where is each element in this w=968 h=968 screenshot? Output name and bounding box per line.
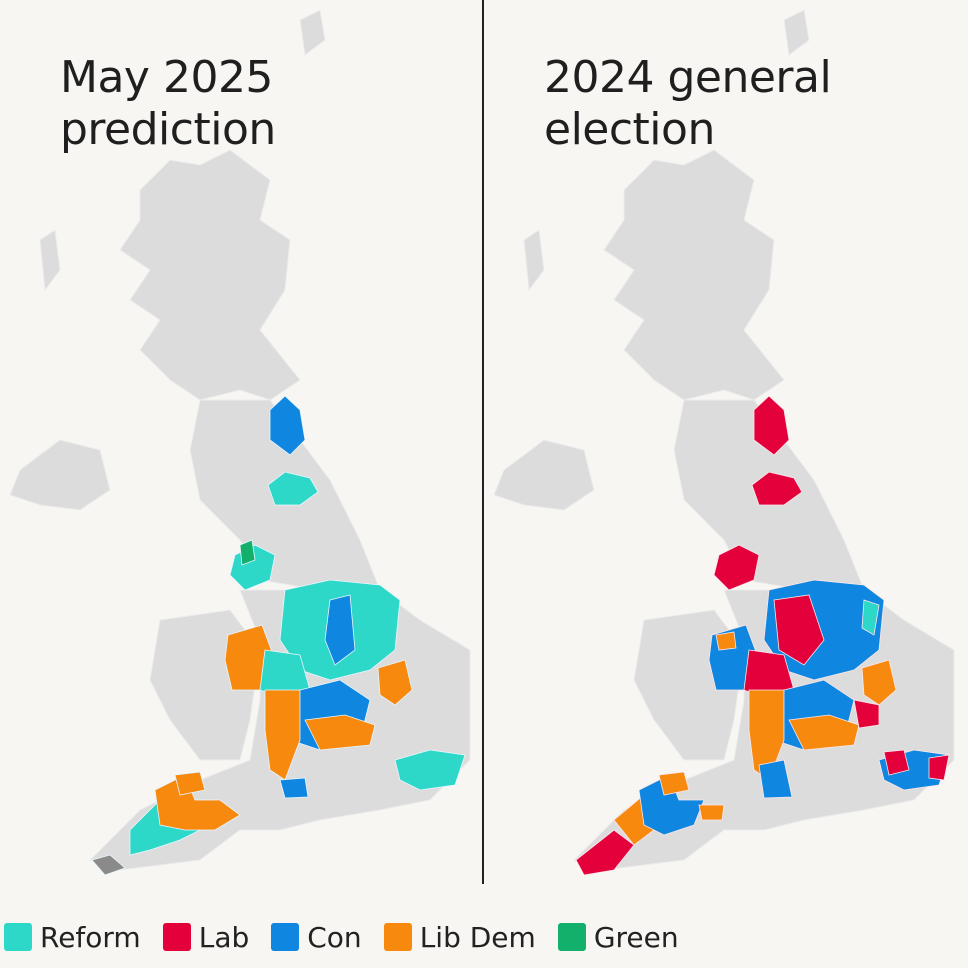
legend-swatch-libdem: [383, 923, 412, 951]
reform-durham: [267, 471, 319, 506]
legend-item-libdem: Lib Dem: [383, 920, 536, 954]
region-islands: [783, 9, 810, 56]
legend-label: Lib Dem: [419, 920, 536, 954]
lab-cumbria: [713, 544, 760, 591]
lab-midlands: [773, 594, 825, 666]
legend-swatch-green: [557, 923, 586, 951]
other-cornwall: [91, 854, 126, 876]
election-panel: 2024 general election: [484, 0, 968, 890]
libdem-shropshire: [715, 631, 737, 651]
uk-map-2024: [493, 9, 955, 876]
region-northern-ireland: [9, 439, 111, 511]
con-midlands: [324, 594, 356, 666]
panel-title-line2: election: [544, 104, 715, 155]
region-northern-ireland: [493, 439, 595, 511]
con-northumberland: [269, 395, 306, 456]
reform-lincs: [861, 599, 880, 636]
green-cumbria: [239, 539, 256, 566]
reform-kent: [394, 749, 466, 791]
legend-swatch-reform: [4, 923, 32, 951]
legend-label: Con: [307, 920, 362, 954]
region-hebrides: [39, 229, 61, 292]
lab-herts: [853, 699, 880, 729]
panel-title: May 2025 prediction: [60, 52, 276, 156]
con-wilts: [279, 777, 309, 799]
libdem-oxford: [304, 714, 376, 751]
libdem-devon: [658, 771, 690, 796]
region-scotland: [119, 149, 301, 401]
lab-kent: [883, 749, 910, 776]
legend-label: Reform: [40, 920, 141, 954]
lab-cornwall: [575, 829, 635, 876]
panel-title: 2024 general election: [544, 52, 832, 156]
libdem-oxford: [788, 714, 860, 751]
con-wilts: [758, 759, 793, 799]
legend-item-lab: Lab: [162, 920, 250, 954]
region-islands: [299, 9, 326, 56]
lab-durham: [751, 471, 803, 506]
legend-swatch-con: [271, 923, 300, 951]
libdem-cambs: [861, 659, 897, 706]
legend-item-reform: Reform: [4, 921, 141, 954]
panel-title-line1: 2024 general: [544, 52, 832, 103]
region-hebrides: [523, 229, 545, 292]
region-scotland: [603, 149, 785, 401]
legend-item-con: Con: [271, 920, 362, 954]
panel-title-line2: prediction: [60, 104, 276, 155]
legend-item-green: Green: [557, 920, 679, 954]
legend: Reform Lab Con Lib Dem Green: [0, 914, 968, 960]
legend-swatch-lab: [162, 923, 191, 951]
lab-kent-east: [928, 754, 950, 781]
libdem-dorset: [698, 804, 725, 821]
legend-label: Lab: [198, 920, 250, 954]
uk-map-prediction: [9, 9, 471, 876]
panel-title-line1: May 2025: [60, 52, 273, 103]
legend-label: Green: [593, 920, 679, 954]
libdem-somerset: [174, 771, 206, 796]
lab-northumberland: [753, 395, 790, 456]
prediction-panel: May 2025 prediction: [0, 0, 484, 890]
libdem-cambs: [377, 659, 413, 706]
panel-divider: [482, 0, 484, 884]
